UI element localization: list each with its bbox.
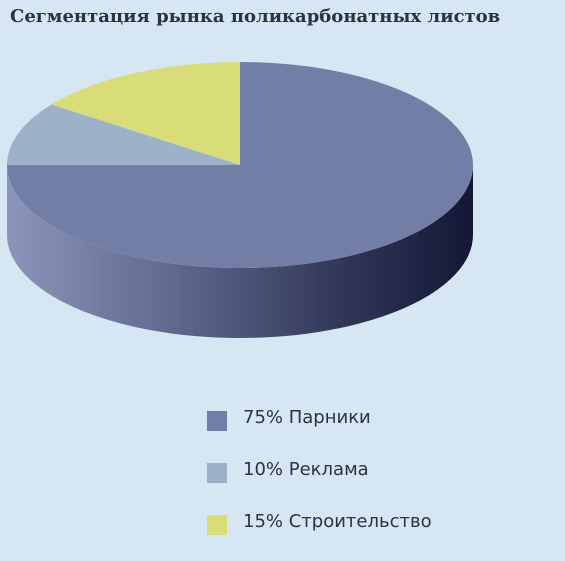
pie-slice-advertising: [7, 104, 240, 165]
legend: 75% Парники 10% Реклама 15% Строительств…: [207, 405, 537, 561]
legend-label: 15% Строительство: [243, 511, 432, 532]
legend-item-advertising: 10% Реклама: [207, 457, 537, 509]
legend-label: 10% Реклама: [243, 459, 369, 480]
pie-side-wall: [7, 165, 473, 338]
legend-item-greenhouses: 75% Парники: [207, 405, 537, 457]
legend-label: 75% Парники: [243, 407, 371, 428]
legend-item-construction: 15% Строительство: [207, 509, 537, 561]
pie-slice-construction: [51, 62, 240, 165]
legend-swatch: [207, 463, 227, 483]
chart-title: Сегментация рынка поликарбонатных листов: [10, 6, 501, 27]
legend-swatch: [207, 411, 227, 431]
legend-swatch: [207, 515, 227, 535]
